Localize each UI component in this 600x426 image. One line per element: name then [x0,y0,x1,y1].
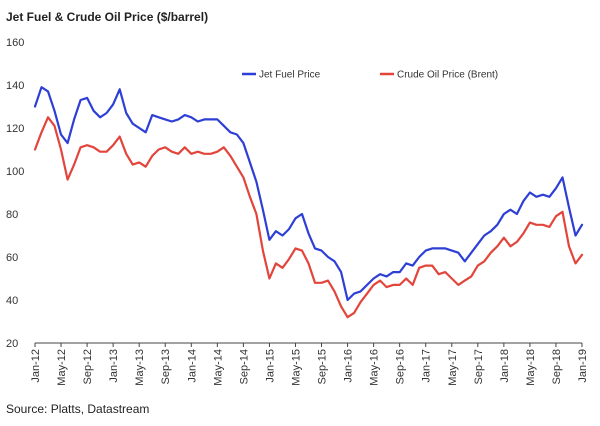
x-tick-label: May-12 [56,349,68,386]
x-tick-label: May-17 [447,349,459,386]
x-tick-label: Jan-13 [108,349,120,383]
legend: Jet Fuel Price Crude Oil Price (Brent) [242,70,498,81]
x-tick-label: May-13 [134,349,146,386]
y-tick-label: 120 [6,123,24,135]
x-tick-label: May-16 [369,349,381,386]
x-tick-label: Sep-15 [317,349,329,384]
series-group [33,86,584,319]
x-tick-label: May-18 [525,349,537,386]
x-tick-label: Jan-15 [264,349,276,383]
x-tick-label: May-14 [212,349,224,386]
crude-oil-series-line [33,116,584,319]
source-note: Source: Platts, Datastream [6,402,150,416]
x-tick-label: Sep-14 [238,349,250,384]
x-tick-label: Sep-16 [395,349,407,384]
x-tick-label: Sep-12 [82,349,94,384]
x-axis-labels: Jan-12 May-12 Sep-12 Jan-13 May-13 Sep-13 Jan-… [30,349,589,386]
y-tick-label: 100 [6,166,24,178]
y-tick-label: 20 [6,338,18,350]
chart-title: Jet Fuel & Crude Oil Price ($/barrel) [6,10,209,24]
x-tick-label: Jan-17 [421,349,433,383]
x-tick-label: Sep-17 [473,349,485,384]
x-tick-label: Jan-12 [30,349,42,383]
y-tick-label: 140 [6,80,24,92]
y-tick-label: 160 [6,37,24,49]
x-axis-ticks [34,343,583,347]
y-tick-label: 40 [6,295,18,307]
y-tick-label: 60 [6,252,18,264]
legend-label: Crude Oil Price (Brent) [397,70,498,81]
y-tick-label: 80 [6,209,18,221]
x-tick-label: Jan-19 [577,349,589,383]
x-tick-label: Sep-13 [160,349,172,384]
legend-label: Jet Fuel Price [259,70,321,81]
x-tick-label: Jan-16 [343,349,355,383]
x-tick-label: May-15 [290,349,302,386]
x-tick-label: Sep-18 [551,349,563,384]
x-tick-label: Jan-18 [499,349,511,383]
x-tick-label: Jan-14 [186,349,198,383]
jet-fuel-series-line [33,86,584,302]
y-axis-labels: 20 40 60 80 100 120 140 160 [6,37,24,350]
